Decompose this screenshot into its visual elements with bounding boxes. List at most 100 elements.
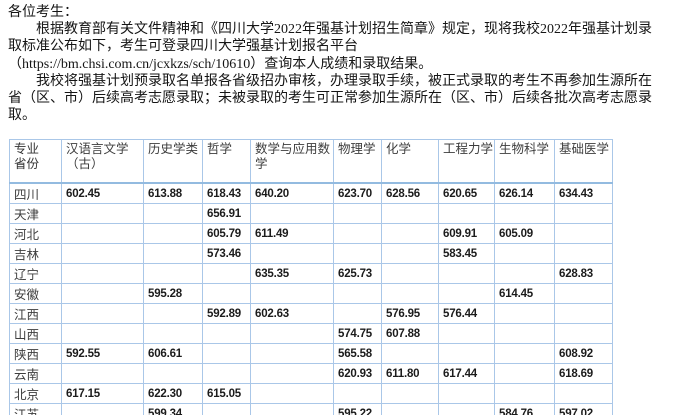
score-cell: 617.15 bbox=[61, 383, 144, 404]
score-cell: 626.14 bbox=[494, 182, 555, 204]
score-cell: 618.69 bbox=[554, 363, 613, 384]
score-cell bbox=[250, 363, 334, 384]
score-cell: 656.91 bbox=[202, 203, 251, 224]
score-cell: 611.49 bbox=[250, 223, 334, 244]
score-cell: 574.75 bbox=[333, 323, 382, 344]
column-header: 物理学 bbox=[333, 139, 382, 184]
column-header: 历史学类 bbox=[143, 139, 203, 184]
table-row: 江苏 599.34 595.22 584.76 597.02 bbox=[9, 403, 613, 415]
score-cell: 608.92 bbox=[554, 343, 613, 364]
table-row: 吉林 573.46 583.45 bbox=[9, 243, 613, 264]
score-cell bbox=[250, 283, 334, 304]
score-cell: 620.93 bbox=[333, 363, 382, 384]
notice-line: 省（区、市）后续高考志愿录取；未被录取的考生可正常参加生源所在（区、市）后续各批… bbox=[8, 91, 652, 107]
table-row: 天津 656.91 bbox=[9, 203, 613, 224]
score-cell: 609.91 bbox=[438, 223, 495, 244]
score-cell: 640.20 bbox=[250, 182, 334, 204]
score-cell: 614.45 bbox=[494, 283, 555, 304]
table-row: 四川 602.45 613.88 618.43 640.20 623.70 628.56 62… bbox=[9, 182, 613, 204]
province-cell: 北京 bbox=[9, 383, 62, 404]
score-cell bbox=[250, 343, 334, 364]
table-row: 陕西 592.55 606.61 565.58 608.92 bbox=[9, 343, 613, 364]
column-header: 数学与应用数学 bbox=[250, 139, 334, 184]
score-cell: 605.09 bbox=[494, 223, 555, 244]
score-cell bbox=[61, 303, 144, 324]
table-row: 山西 574.75 607.88 bbox=[9, 323, 613, 344]
score-cell bbox=[250, 323, 334, 344]
score-cell bbox=[381, 383, 439, 404]
province-cell: 陕西 bbox=[9, 343, 62, 364]
corner-header-cell: 专业 省份 bbox=[9, 139, 62, 184]
column-header: 化学 bbox=[381, 139, 439, 184]
score-cell: 605.79 bbox=[202, 223, 251, 244]
score-cell: 634.43 bbox=[554, 182, 613, 204]
score-cell: 583.45 bbox=[438, 243, 495, 264]
score-cell: 602.63 bbox=[250, 303, 334, 324]
score-cell: 625.73 bbox=[333, 263, 382, 284]
corner-header-line2: 省份 bbox=[14, 157, 40, 171]
score-cell: 628.83 bbox=[554, 263, 613, 284]
score-cell bbox=[438, 203, 495, 224]
score-cell: 622.30 bbox=[143, 383, 203, 404]
score-cell: 573.46 bbox=[202, 243, 251, 264]
score-cell bbox=[438, 403, 495, 415]
notice-line-salutation: 各位考生： bbox=[8, 5, 78, 20]
score-cell bbox=[61, 223, 144, 244]
notice-line: 根据教育部有关文件精神和《四川大学2022年强基计划招生简章》规定，现将我校20… bbox=[8, 22, 652, 38]
score-cell bbox=[202, 323, 251, 344]
score-cell: 595.22 bbox=[333, 403, 382, 415]
score-cell bbox=[381, 203, 439, 224]
score-cell bbox=[381, 223, 439, 244]
province-cell: 河北 bbox=[9, 223, 62, 244]
score-cell: 592.89 bbox=[202, 303, 251, 324]
score-cell bbox=[250, 243, 334, 264]
score-cell bbox=[143, 363, 203, 384]
score-cell bbox=[438, 343, 495, 364]
score-cell: 618.43 bbox=[202, 182, 251, 204]
score-cell bbox=[333, 223, 382, 244]
score-cell bbox=[554, 223, 613, 244]
score-cell bbox=[494, 263, 555, 284]
province-cell: 江西 bbox=[9, 303, 62, 324]
score-cell bbox=[494, 323, 555, 344]
score-cell bbox=[250, 403, 334, 415]
notice-line: 取标准公布如下，考生可登录四川大学强基计划报名平台 bbox=[8, 39, 358, 55]
province-cell: 天津 bbox=[9, 203, 62, 224]
score-cell: 607.88 bbox=[381, 323, 439, 344]
province-cell: 吉林 bbox=[9, 243, 62, 264]
score-cell bbox=[61, 403, 144, 415]
score-cell bbox=[494, 243, 555, 264]
column-header: 汉语言文学（古） bbox=[61, 139, 144, 184]
column-header: 基础医学 bbox=[554, 139, 613, 184]
score-cell bbox=[438, 323, 495, 344]
score-cell: 576.95 bbox=[381, 303, 439, 324]
score-cell bbox=[202, 343, 251, 364]
score-cell: 595.28 bbox=[143, 283, 203, 304]
score-cell bbox=[333, 203, 382, 224]
score-cell: 615.05 bbox=[202, 383, 251, 404]
score-cell bbox=[494, 363, 555, 384]
table-header-row: 专业 省份 汉语言文学（古） 历史学类 哲学 数学与应用数学 物理学 化学 工程力学 生物科学… bbox=[9, 139, 613, 184]
score-cell bbox=[381, 243, 439, 264]
province-cell: 辽宁 bbox=[9, 263, 62, 284]
score-cell: 611.80 bbox=[381, 363, 439, 384]
score-cell bbox=[143, 243, 203, 264]
score-cell bbox=[494, 343, 555, 364]
score-cell: 599.34 bbox=[143, 403, 203, 415]
province-cell: 江苏 bbox=[9, 403, 62, 415]
score-cell: 635.35 bbox=[250, 263, 334, 284]
province-cell: 安徽 bbox=[9, 283, 62, 304]
table-row: 河北 605.79 611.49 609.91 605.09 bbox=[9, 223, 613, 244]
score-cell bbox=[61, 323, 144, 344]
score-cell bbox=[202, 263, 251, 284]
score-cell bbox=[554, 283, 613, 304]
score-cell bbox=[61, 243, 144, 264]
province-cell: 云南 bbox=[9, 363, 62, 384]
score-cell: 617.44 bbox=[438, 363, 495, 384]
score-cell bbox=[381, 343, 439, 364]
score-cell bbox=[381, 403, 439, 415]
score-cell bbox=[61, 263, 144, 284]
score-cell bbox=[333, 383, 382, 404]
score-cell: 565.58 bbox=[333, 343, 382, 364]
